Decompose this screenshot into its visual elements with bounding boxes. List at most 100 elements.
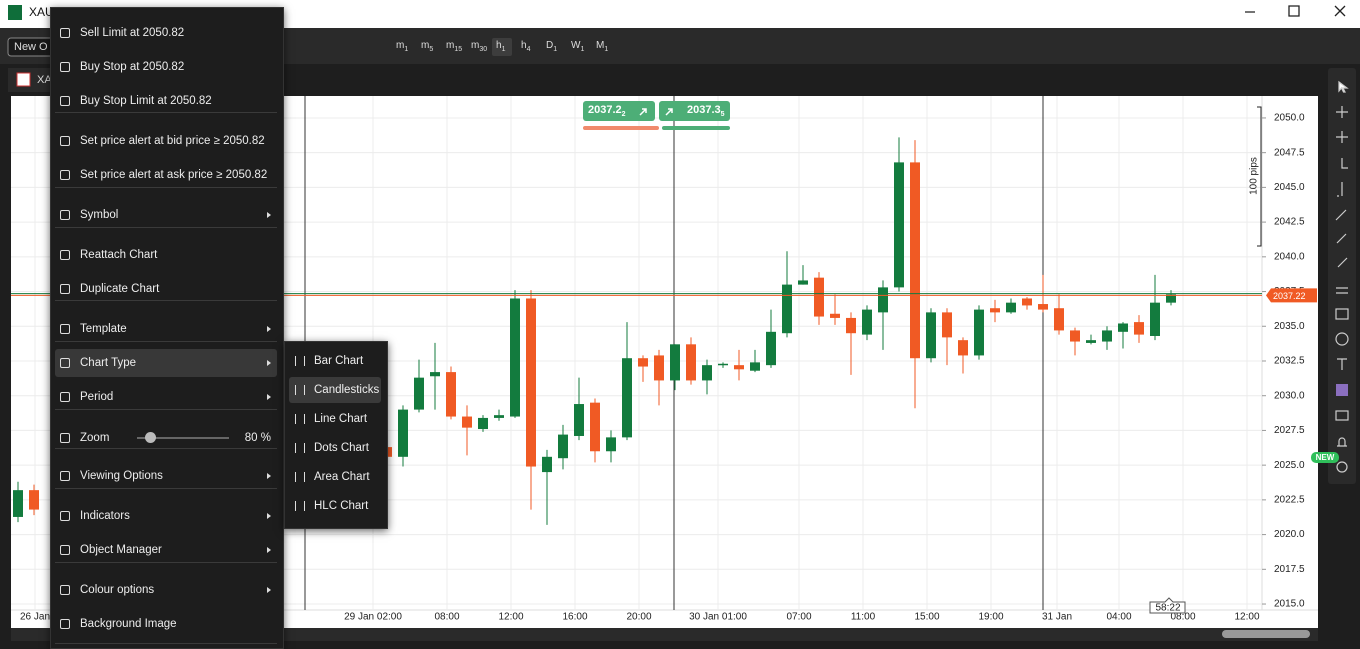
zoom-slider-thumb[interactable] <box>145 432 156 443</box>
candle-body <box>1006 302 1016 313</box>
buy-arrow <box>665 108 673 116</box>
menu-icon <box>60 62 70 72</box>
candle-body <box>558 434 568 459</box>
menu-item[interactable]: Duplicate Chart <box>55 275 277 303</box>
y-tick-label: 2032.5 <box>1274 356 1305 367</box>
submenu-arrow <box>267 394 271 400</box>
period-button-main: M <box>596 40 604 51</box>
menu-separator <box>55 341 277 342</box>
period-button[interactable]: M1 <box>596 40 608 53</box>
scrollbar[interactable] <box>11 628 1318 641</box>
candle-body <box>654 355 664 381</box>
menu-icon <box>60 250 70 260</box>
submenu-item[interactable]: Dots Chart <box>289 435 381 461</box>
menu-item[interactable]: Buy Stop at 2050.82 <box>55 53 277 81</box>
app-icon <box>8 5 22 20</box>
buy-price: 2037.35 <box>687 104 725 118</box>
period-button[interactable]: h4 <box>521 40 531 53</box>
candle-body <box>958 340 968 356</box>
menu-item[interactable]: Viewing Options <box>55 462 277 490</box>
x-tick-label: 12:00 <box>498 612 523 623</box>
x-tick-label: 30 Jan 01:00 <box>689 612 747 623</box>
menu-item[interactable]: Zoom 80 % <box>55 424 277 452</box>
candle-body <box>782 284 792 334</box>
period-button[interactable]: m5 <box>421 40 433 53</box>
period-button[interactable]: m1 <box>396 40 408 53</box>
menu-item-label: Duplicate Chart <box>80 283 160 295</box>
menu-item[interactable]: Object Manager <box>55 536 277 564</box>
period-button[interactable]: D1 <box>546 40 557 53</box>
candle-body <box>846 317 856 334</box>
period-button-sub: 30 <box>479 46 487 53</box>
menu-icon <box>60 545 70 555</box>
menu-item[interactable]: Set price alert at bid price ≥ 2050.82 <box>55 127 277 155</box>
x-tick-label: 11:00 <box>851 612 876 623</box>
menu-separator <box>55 112 277 113</box>
candle-body <box>894 162 904 288</box>
period-button-main: m <box>446 40 454 51</box>
candle-body <box>1038 304 1048 310</box>
x-tick-label: 16:00 <box>562 612 587 623</box>
y-tick-label: 2045.0 <box>1274 182 1305 193</box>
menu-item[interactable]: Indicators <box>55 502 277 530</box>
candle-body <box>622 358 632 438</box>
sell-price: 2037.22 <box>588 104 626 118</box>
menu-item[interactable]: Colour options <box>55 576 277 604</box>
buy-button[interactable] <box>659 101 730 121</box>
submenu-arrow <box>267 587 271 593</box>
submenu-item-label: Bar Chart <box>314 355 364 367</box>
menu-item-label: Buy Stop at 2050.82 <box>80 61 185 73</box>
submenu-item[interactable]: HLC Chart <box>289 493 381 519</box>
menu-item[interactable]: Template <box>55 315 277 343</box>
scroll-thumb[interactable] <box>1222 630 1310 638</box>
submenu-icon <box>295 385 305 395</box>
menu-item[interactable]: Buy Stop Limit at 2050.82 <box>55 87 277 115</box>
menu-item[interactable]: Background Image <box>55 610 277 638</box>
period-button[interactable]: h1 <box>496 40 506 53</box>
menu-item-label: Reattach Chart <box>80 249 158 261</box>
submenu-icon <box>295 356 305 366</box>
candle-body <box>718 363 728 366</box>
candle-body <box>414 377 424 410</box>
menu-item[interactable]: Sell Limit at 2050.82 <box>55 19 277 47</box>
submenu-arrow <box>267 547 271 553</box>
menu-separator <box>55 187 277 188</box>
submenu-item[interactable]: Bar Chart <box>289 348 381 374</box>
menu-item-label: Symbol <box>80 209 119 221</box>
menu-icon <box>60 28 70 38</box>
x-tick-label: 20:00 <box>626 612 651 623</box>
candle-body <box>446 372 456 417</box>
menu-item[interactable]: Set price alert at ask price ≥ 2050.82 <box>55 161 277 189</box>
period-button[interactable]: m30 <box>471 40 487 53</box>
menu-item[interactable]: Period <box>55 383 277 411</box>
candle-body <box>398 409 408 457</box>
window-controls[interactable] <box>1245 5 1346 17</box>
submenu-item[interactable]: Area Chart <box>289 464 381 490</box>
submenu-item-label: Line Chart <box>314 413 368 425</box>
menu-item[interactable]: Chart Type <box>55 349 277 377</box>
sell-arrow <box>639 108 647 116</box>
y-tick-label: 2035.0 <box>1274 321 1305 332</box>
y-tick-label: 2020.0 <box>1274 529 1305 540</box>
zoom-value: 80 % <box>244 432 271 444</box>
drawing-tools[interactable] <box>1335 80 1349 473</box>
candle-body <box>1150 302 1160 336</box>
submenu-item[interactable]: Line Chart <box>289 406 381 432</box>
period-button[interactable]: m15 <box>446 40 462 53</box>
submenu-arrow <box>267 326 271 332</box>
menu-item[interactable]: Symbol <box>55 201 277 229</box>
submenu-item-label: Candlesticks <box>314 384 380 396</box>
x-tick-label: 04:00 <box>1106 612 1131 623</box>
candle-body <box>686 344 696 381</box>
sell-button[interactable] <box>583 101 655 121</box>
candle-body <box>590 402 600 452</box>
period-button[interactable]: W1 <box>571 40 584 53</box>
candle-body <box>526 298 536 467</box>
period-button-sub: 1 <box>502 46 506 53</box>
submenu-item-label: Area Chart <box>314 471 370 483</box>
submenu-item[interactable]: Candlesticks <box>289 377 381 403</box>
candle-body <box>942 312 952 338</box>
candle-body <box>734 365 744 370</box>
submenu-item-label: HLC Chart <box>314 500 369 512</box>
menu-item[interactable]: Reattach Chart <box>55 241 277 269</box>
